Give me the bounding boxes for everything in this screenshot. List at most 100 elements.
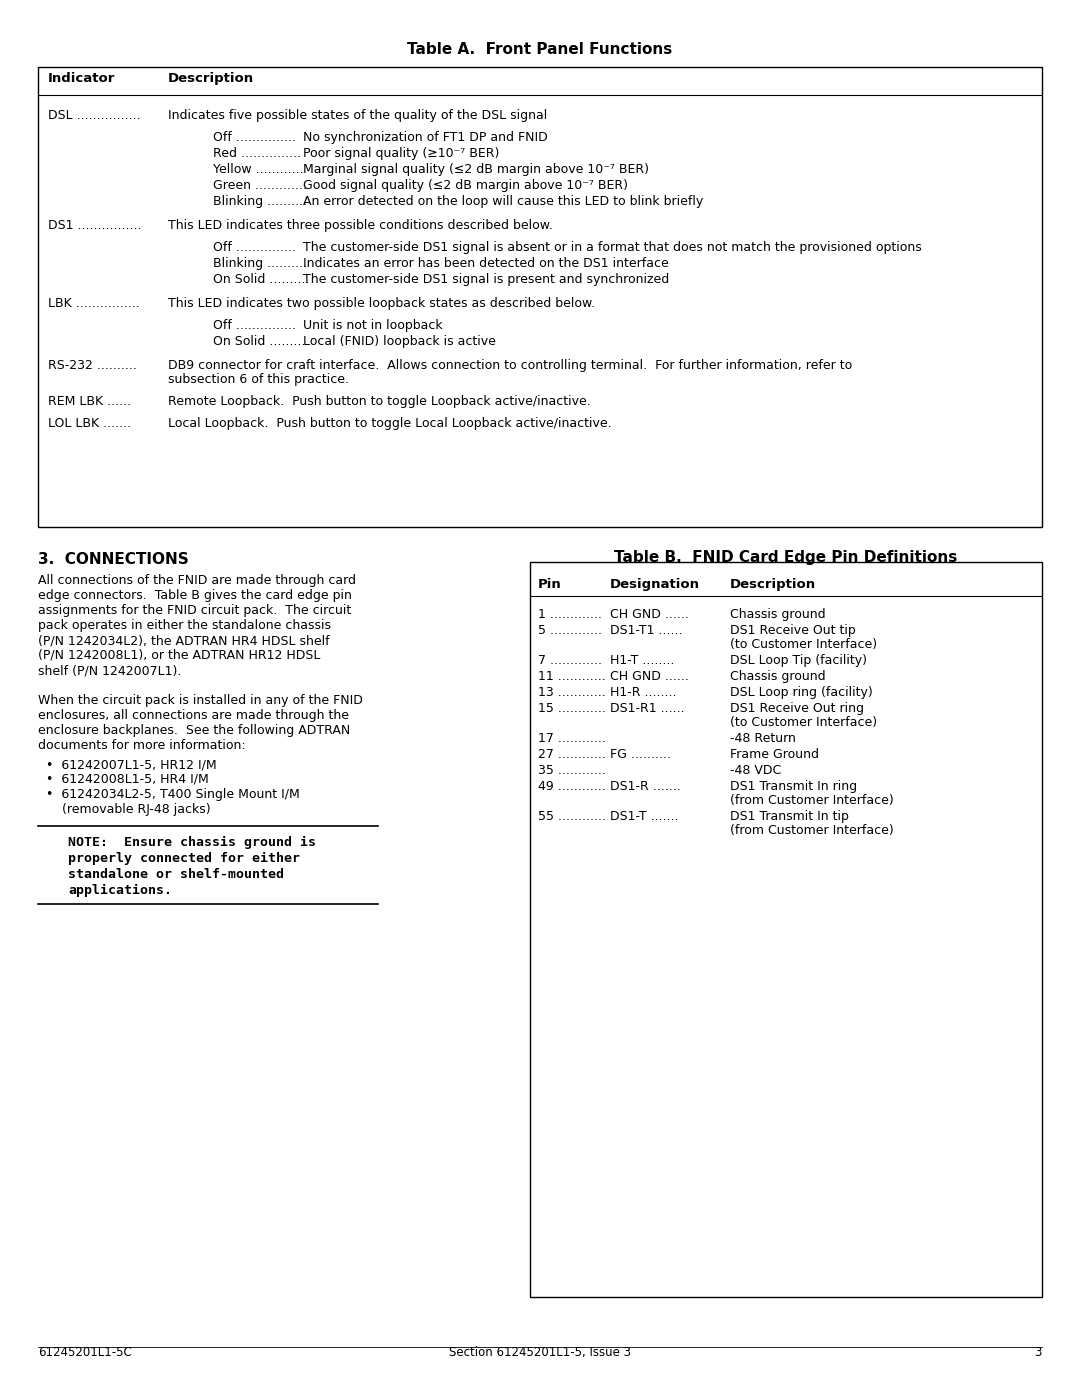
Text: CH GND ......: CH GND ...... xyxy=(610,608,689,622)
Text: 17 ............: 17 ............ xyxy=(538,732,606,745)
Text: RS-232 ..........: RS-232 .......... xyxy=(48,359,137,372)
Text: Green .............: Green ............. xyxy=(213,179,307,191)
Text: 35 ............: 35 ............ xyxy=(538,764,606,777)
Text: 3: 3 xyxy=(1035,1345,1042,1359)
Text: standalone or shelf-mounted: standalone or shelf-mounted xyxy=(68,868,284,882)
Text: No synchronization of FT1 DP and FNID: No synchronization of FT1 DP and FNID xyxy=(303,131,548,144)
Text: DS1 Transmit In ring: DS1 Transmit In ring xyxy=(730,780,858,793)
Text: NOTE:  Ensure chassis ground is: NOTE: Ensure chassis ground is xyxy=(68,835,316,849)
Text: On Solid ..........: On Solid .......... xyxy=(213,272,309,286)
Text: Section 61245201L1-5, Issue 3: Section 61245201L1-5, Issue 3 xyxy=(449,1345,631,1359)
Text: LBK ................: LBK ................ xyxy=(48,298,139,310)
Text: •  61242008L1-5, HR4 I/M: • 61242008L1-5, HR4 I/M xyxy=(46,773,208,787)
Text: Description: Description xyxy=(730,578,816,591)
Text: 55 ............: 55 ............ xyxy=(538,810,606,823)
Text: •  61242034L2-5, T400 Single Mount I/M: • 61242034L2-5, T400 Single Mount I/M xyxy=(46,788,300,800)
Text: Description: Description xyxy=(168,73,254,85)
Text: On Solid ..........: On Solid .......... xyxy=(213,335,309,348)
Text: Blinking ..........: Blinking .......... xyxy=(213,257,307,270)
Text: documents for more information:: documents for more information: xyxy=(38,739,245,752)
Text: Pin: Pin xyxy=(538,578,562,591)
Text: 27 ............: 27 ............ xyxy=(538,747,606,761)
Text: 61245201L1-5C: 61245201L1-5C xyxy=(38,1345,132,1359)
Text: (to Customer Interface): (to Customer Interface) xyxy=(730,717,877,729)
Text: Good signal quality (≤2 dB margin above 10⁻⁷ BER): Good signal quality (≤2 dB margin above … xyxy=(303,179,627,191)
Text: 11 ............: 11 ............ xyxy=(538,671,606,683)
Text: •  61242007L1-5, HR12 I/M: • 61242007L1-5, HR12 I/M xyxy=(46,759,217,771)
Text: DS1 ................: DS1 ................ xyxy=(48,219,141,232)
Text: LOL LBK .......: LOL LBK ....... xyxy=(48,416,131,430)
Text: subsection 6 of this practice.: subsection 6 of this practice. xyxy=(168,373,349,386)
Text: pack operates in either the standalone chassis: pack operates in either the standalone c… xyxy=(38,619,330,631)
Text: Unit is not in loopback: Unit is not in loopback xyxy=(303,319,443,332)
Text: properly connected for either: properly connected for either xyxy=(68,852,300,865)
Text: DS1-R1 ......: DS1-R1 ...... xyxy=(610,703,685,715)
Text: An error detected on the loop will cause this LED to blink briefly: An error detected on the loop will cause… xyxy=(303,196,703,208)
Text: Chassis ground: Chassis ground xyxy=(730,671,825,683)
Text: 49 ............: 49 ............ xyxy=(538,780,606,793)
Bar xyxy=(38,67,1042,527)
Text: Frame Ground: Frame Ground xyxy=(730,747,819,761)
Text: This LED indicates three possible conditions described below.: This LED indicates three possible condit… xyxy=(168,219,553,232)
Text: Poor signal quality (≥10⁻⁷ BER): Poor signal quality (≥10⁻⁷ BER) xyxy=(303,147,499,161)
Text: Indicates five possible states of the quality of the DSL signal: Indicates five possible states of the qu… xyxy=(168,109,548,122)
Text: DSL ................: DSL ................ xyxy=(48,109,140,122)
Text: Indicates an error has been detected on the DS1 interface: Indicates an error has been detected on … xyxy=(303,257,669,270)
Text: (to Customer Interface): (to Customer Interface) xyxy=(730,638,877,651)
Text: Table A.  Front Panel Functions: Table A. Front Panel Functions xyxy=(407,42,673,57)
Text: The customer-side DS1 signal is absent or in a format that does not match the pr: The customer-side DS1 signal is absent o… xyxy=(303,242,921,254)
Text: 7 .............: 7 ............. xyxy=(538,654,602,666)
Text: (from Customer Interface): (from Customer Interface) xyxy=(730,824,894,837)
Text: Designation: Designation xyxy=(610,578,700,591)
Text: Marginal signal quality (≤2 dB margin above 10⁻⁷ BER): Marginal signal quality (≤2 dB margin ab… xyxy=(303,163,649,176)
Text: -48 Return: -48 Return xyxy=(730,732,796,745)
Text: (P/N 1242034L2), the ADTRAN HR4 HDSL shelf: (P/N 1242034L2), the ADTRAN HR4 HDSL she… xyxy=(38,634,329,647)
Text: Yellow ............: Yellow ............ xyxy=(213,163,303,176)
Text: Local (FNID) loopback is active: Local (FNID) loopback is active xyxy=(303,335,496,348)
Text: DS1 Transmit In tip: DS1 Transmit In tip xyxy=(730,810,849,823)
Text: REM LBK ......: REM LBK ...... xyxy=(48,395,131,408)
Text: Local Loopback.  Push button to toggle Local Loopback active/inactive.: Local Loopback. Push button to toggle Lo… xyxy=(168,416,611,430)
Text: Off ...............: Off ............... xyxy=(213,319,296,332)
Bar xyxy=(530,562,1042,1296)
Text: (from Customer Interface): (from Customer Interface) xyxy=(730,793,894,807)
Text: DS1-T .......: DS1-T ....... xyxy=(610,810,678,823)
Text: 5 .............: 5 ............. xyxy=(538,624,602,637)
Text: Table B.  FNID Card Edge Pin Definitions: Table B. FNID Card Edge Pin Definitions xyxy=(615,550,958,564)
Text: applications.: applications. xyxy=(68,884,172,897)
Text: enclosure backplanes.  See the following ADTRAN: enclosure backplanes. See the following … xyxy=(38,724,350,738)
Text: -48 VDC: -48 VDC xyxy=(730,764,781,777)
Text: DS1 Receive Out tip: DS1 Receive Out tip xyxy=(730,624,855,637)
Text: DS1-R .......: DS1-R ....... xyxy=(610,780,680,793)
Text: Off ...............: Off ............... xyxy=(213,242,296,254)
Text: Indicator: Indicator xyxy=(48,73,116,85)
Text: DSL Loop ring (facility): DSL Loop ring (facility) xyxy=(730,686,873,698)
Text: Blinking ..........: Blinking .......... xyxy=(213,196,307,208)
Text: Remote Loopback.  Push button to toggle Loopback active/inactive.: Remote Loopback. Push button to toggle L… xyxy=(168,395,591,408)
Text: (P/N 1242008L1), or the ADTRAN HR12 HDSL: (P/N 1242008L1), or the ADTRAN HR12 HDSL xyxy=(38,650,321,662)
Text: enclosures, all connections are made through the: enclosures, all connections are made thr… xyxy=(38,710,349,722)
Text: 15 ............: 15 ............ xyxy=(538,703,606,715)
Text: 3.  CONNECTIONS: 3. CONNECTIONS xyxy=(38,552,189,567)
Text: DSL Loop Tip (facility): DSL Loop Tip (facility) xyxy=(730,654,867,666)
Text: DS1 Receive Out ring: DS1 Receive Out ring xyxy=(730,703,864,715)
Text: CH GND ......: CH GND ...... xyxy=(610,671,689,683)
Text: Red ...............: Red ............... xyxy=(213,147,301,161)
Text: The customer-side DS1 signal is present and synchronized: The customer-side DS1 signal is present … xyxy=(303,272,670,286)
Text: edge connectors.  Table B gives the card edge pin: edge connectors. Table B gives the card … xyxy=(38,590,352,602)
Text: (removable RJ-48 jacks): (removable RJ-48 jacks) xyxy=(62,803,211,816)
Text: This LED indicates two possible loopback states as described below.: This LED indicates two possible loopback… xyxy=(168,298,595,310)
Text: H1-R ........: H1-R ........ xyxy=(610,686,676,698)
Text: shelf (P/N 1242007L1).: shelf (P/N 1242007L1). xyxy=(38,664,181,678)
Text: H1-T ........: H1-T ........ xyxy=(610,654,674,666)
Text: DS1-T1 ......: DS1-T1 ...... xyxy=(610,624,683,637)
Text: Chassis ground: Chassis ground xyxy=(730,608,825,622)
Text: assignments for the FNID circuit pack.  The circuit: assignments for the FNID circuit pack. T… xyxy=(38,604,351,617)
Text: 1 .............: 1 ............. xyxy=(538,608,602,622)
Text: FG ..........: FG .......... xyxy=(610,747,671,761)
Text: When the circuit pack is installed in any of the FNID: When the circuit pack is installed in an… xyxy=(38,694,363,707)
Text: DB9 connector for craft interface.  Allows connection to controlling terminal.  : DB9 connector for craft interface. Allow… xyxy=(168,359,852,372)
Text: 13 ............: 13 ............ xyxy=(538,686,606,698)
Text: All connections of the FNID are made through card: All connections of the FNID are made thr… xyxy=(38,574,356,587)
Text: Off ...............: Off ............... xyxy=(213,131,296,144)
